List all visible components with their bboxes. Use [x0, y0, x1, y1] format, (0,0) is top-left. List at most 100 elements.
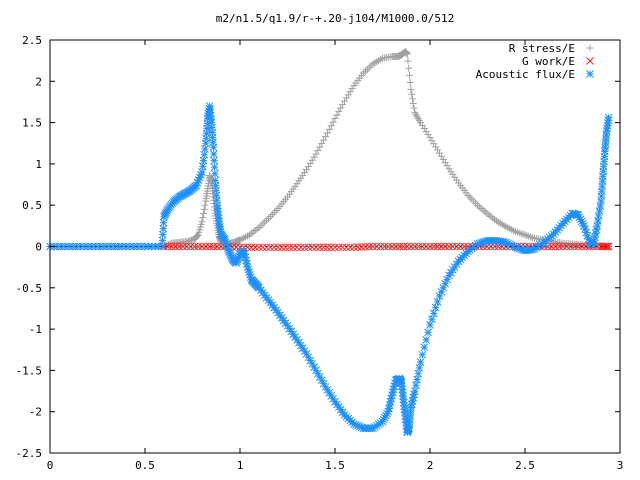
data-point [407, 86, 415, 94]
data-point [205, 242, 214, 251]
data-point [213, 242, 222, 251]
y-tick-label: -2.5 [16, 447, 43, 460]
data-point [323, 243, 332, 252]
data-point [418, 350, 427, 359]
data-point [350, 243, 358, 252]
data-point [418, 122, 426, 130]
data-point [308, 156, 316, 164]
data-point [193, 233, 201, 241]
data-point [198, 218, 206, 226]
data-point [410, 104, 418, 112]
data-point [304, 163, 312, 171]
data-point [409, 99, 417, 107]
data-point [422, 128, 430, 136]
data-point [570, 242, 579, 251]
legend-label: Acoustic flux/E [476, 68, 575, 81]
data-point [431, 303, 440, 312]
data-point [53, 242, 62, 251]
data-point [559, 242, 567, 251]
data-point [403, 50, 411, 58]
data-point [432, 143, 440, 151]
data-point [414, 369, 423, 378]
data-point [380, 242, 389, 251]
data-point [315, 243, 324, 252]
legend-label: G work/E [522, 55, 575, 68]
data-point [159, 218, 168, 227]
data-point [477, 205, 485, 213]
data-point [334, 243, 343, 252]
x-tick-label: 2 [427, 459, 434, 472]
data-point [329, 118, 337, 126]
data-point [429, 309, 438, 318]
data-point [320, 136, 328, 144]
data-point [555, 242, 564, 251]
data-point [327, 243, 336, 252]
x-tick-label: 3 [617, 459, 624, 472]
data-point [270, 243, 279, 252]
data-point [433, 242, 442, 251]
data-point [361, 242, 370, 251]
x-tick-label: 1 [237, 459, 244, 472]
data-point [159, 224, 168, 233]
data-point [422, 335, 431, 344]
data-point [441, 159, 449, 167]
data-point [190, 242, 199, 251]
data-point [318, 140, 326, 148]
data-point [365, 64, 373, 72]
data-point [200, 209, 208, 217]
data-point [418, 242, 427, 251]
x-tick-label: 2.5 [515, 459, 535, 472]
data-point [257, 222, 265, 230]
series-layer [46, 48, 613, 437]
data-point [479, 206, 487, 214]
data-point [296, 243, 305, 252]
data-point [405, 64, 413, 72]
tick-layer: 0 0.5 1 1.5 2 2.5 3 2.5 2 1.5 1 0.5 0 -0.5 -1 -1.5 -2 -2.… [16, 34, 624, 472]
data-point [460, 242, 469, 251]
data-point [489, 214, 497, 222]
data-point [179, 242, 187, 251]
data-point [255, 243, 263, 252]
data-point [325, 125, 333, 133]
data-point [369, 242, 377, 251]
data-point [158, 236, 167, 245]
data-point [262, 243, 271, 252]
data-point [395, 242, 404, 251]
data-point [405, 71, 413, 79]
legend-marker-icon [586, 70, 594, 78]
x-tick-label: 1.5 [325, 459, 345, 472]
data-point [339, 101, 347, 109]
data-point [361, 67, 369, 75]
data-point [110, 242, 119, 251]
data-point [342, 94, 350, 102]
data-point [274, 243, 282, 252]
data-point [331, 243, 339, 252]
data-point [481, 208, 489, 216]
data-point [434, 146, 442, 154]
data-point [300, 243, 309, 252]
data-point [428, 315, 436, 324]
data-point [312, 150, 320, 158]
data-point [255, 224, 263, 232]
data-point [348, 85, 356, 93]
data-point [210, 156, 219, 165]
x-tick-label: 0 [47, 459, 54, 472]
data-point [247, 243, 256, 252]
data-point [604, 113, 613, 122]
data-point [201, 201, 209, 209]
data-point [175, 242, 184, 251]
data-point [293, 243, 301, 252]
data-point [258, 243, 267, 252]
data-point [436, 149, 443, 157]
data-point [193, 232, 201, 240]
data-point [210, 163, 219, 172]
data-point [289, 243, 298, 252]
data-point [483, 209, 491, 217]
data-point [439, 155, 447, 163]
data-point [367, 62, 375, 70]
data-point [426, 321, 434, 329]
data-point [426, 133, 434, 141]
data-point [285, 243, 294, 252]
data-point [338, 243, 347, 252]
